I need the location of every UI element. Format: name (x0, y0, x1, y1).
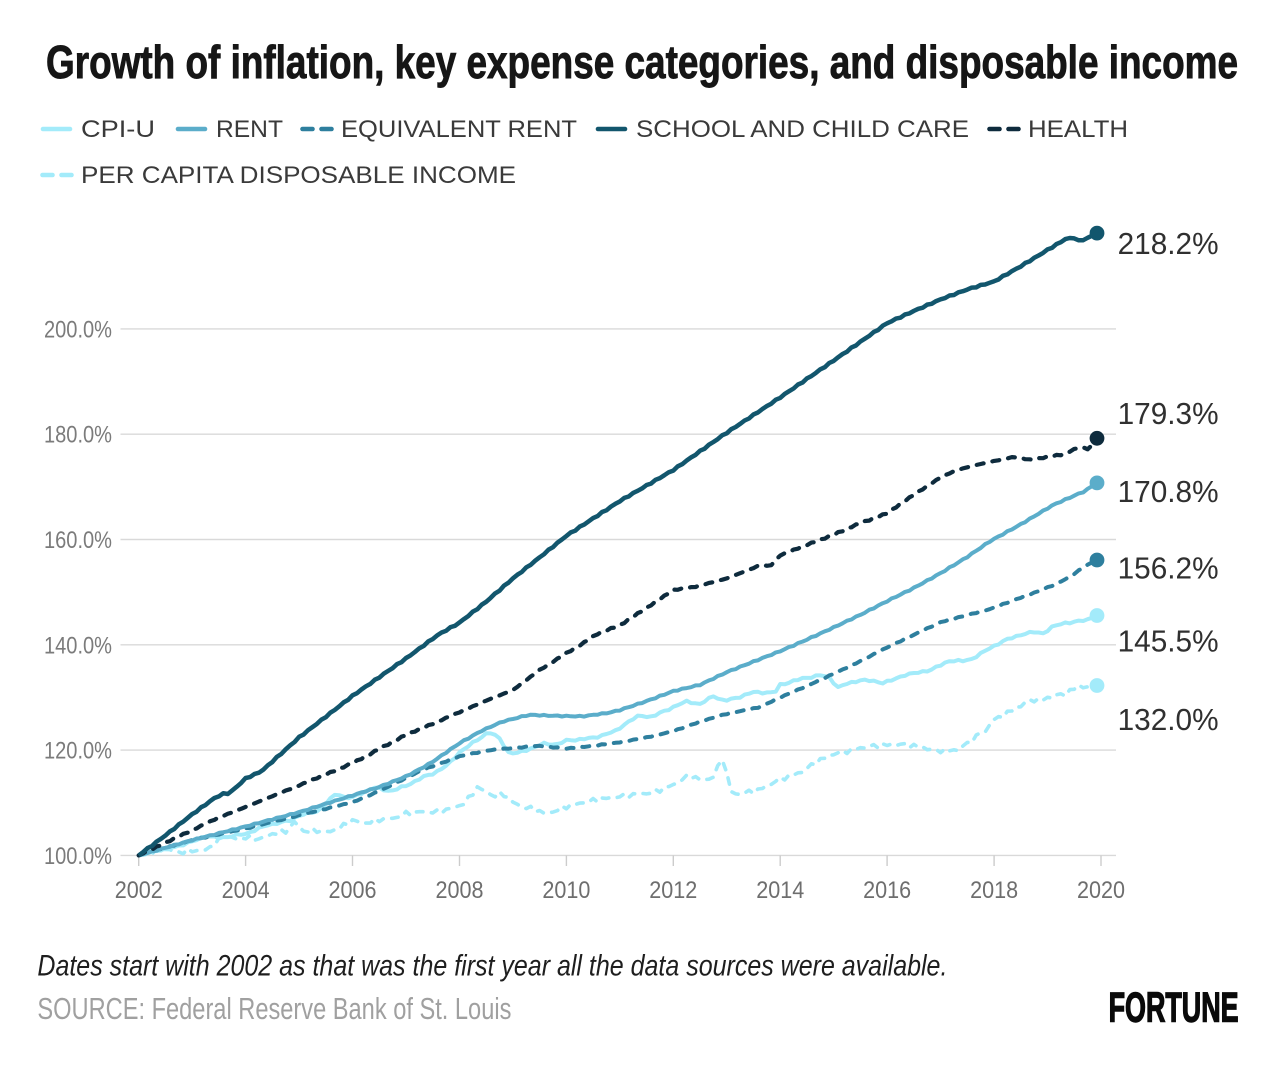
svg-text:2010: 2010 (542, 877, 590, 904)
svg-text:180.0%: 180.0% (44, 422, 112, 449)
svg-text:2014: 2014 (756, 877, 804, 904)
svg-text:2020: 2020 (1077, 877, 1125, 904)
svg-text:120.0%: 120.0% (44, 738, 112, 765)
svg-text:2006: 2006 (329, 877, 377, 904)
svg-text:140.0%: 140.0% (44, 632, 112, 659)
svg-text:156.2%: 156.2% (1118, 550, 1219, 585)
svg-text:SCHOOL AND CHILD CARE: SCHOOL AND CHILD CARE (636, 116, 969, 143)
svg-text:100.0%: 100.0% (44, 843, 112, 870)
svg-text:CPI-U: CPI-U (81, 116, 155, 143)
svg-text:218.2%: 218.2% (1118, 226, 1219, 261)
svg-text:2018: 2018 (970, 877, 1018, 904)
svg-text:170.8%: 170.8% (1118, 474, 1219, 509)
svg-text:FORTUNE: FORTUNE (1109, 984, 1239, 1031)
svg-text:2012: 2012 (649, 877, 697, 904)
svg-text:PER CAPITA DISPOSABLE INCOME: PER CAPITA DISPOSABLE INCOME (81, 162, 516, 189)
svg-text:EQUIVALENT RENT: EQUIVALENT RENT (341, 116, 577, 143)
svg-text:200.0%: 200.0% (44, 316, 112, 343)
svg-text:2004: 2004 (222, 877, 270, 904)
svg-text:145.5%: 145.5% (1118, 624, 1219, 659)
svg-text:RENT: RENT (216, 116, 283, 143)
svg-text:SOURCE: Federal Reserve Bank o: SOURCE: Federal Reserve Bank of St. Loui… (37, 992, 511, 1026)
svg-text:160.0%: 160.0% (44, 527, 112, 554)
svg-text:2002: 2002 (115, 877, 163, 904)
svg-text:HEALTH: HEALTH (1028, 116, 1128, 143)
svg-text:2008: 2008 (436, 877, 484, 904)
svg-text:Dates start with 2002 as that: Dates start with 2002 as that was the fi… (37, 949, 947, 982)
svg-text:2016: 2016 (863, 877, 911, 904)
svg-text:179.3%: 179.3% (1118, 396, 1219, 431)
svg-text:132.0%: 132.0% (1118, 702, 1219, 737)
svg-text:Growth of inflation, key expen: Growth of inflation, key expense categor… (46, 36, 1238, 88)
